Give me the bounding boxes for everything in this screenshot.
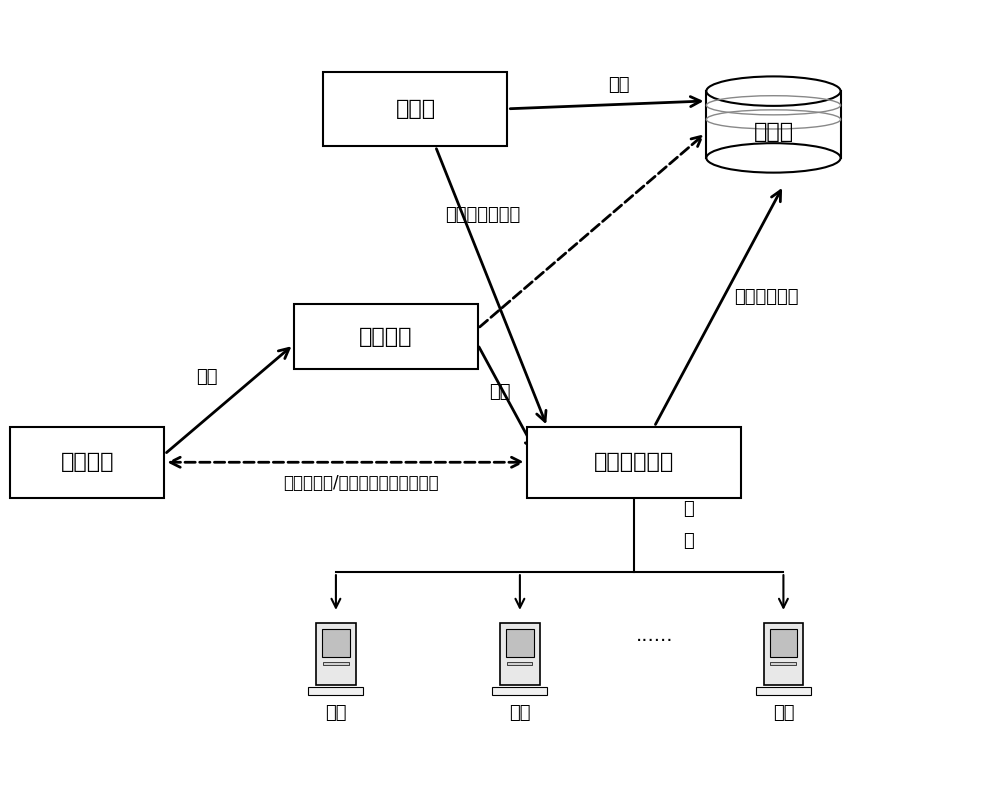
- Text: ......: ......: [635, 626, 673, 645]
- Text: 控制台: 控制台: [395, 99, 436, 119]
- Bar: [770, 629, 797, 657]
- Bar: [322, 629, 350, 657]
- Text: 消息队列: 消息队列: [359, 327, 412, 346]
- Bar: [706, 91, 841, 158]
- Bar: [323, 661, 349, 665]
- Text: 查询、管理任务: 查询、管理任务: [445, 206, 521, 224]
- Bar: [764, 623, 803, 685]
- Bar: [500, 623, 540, 685]
- Bar: [308, 687, 363, 695]
- Bar: [756, 687, 811, 695]
- Bar: [294, 305, 478, 369]
- Text: 数据库: 数据库: [753, 123, 794, 142]
- Text: 查询: 查询: [609, 76, 630, 94]
- Bar: [323, 71, 507, 146]
- Bar: [10, 427, 164, 498]
- Text: 任务: 任务: [489, 383, 511, 400]
- Bar: [527, 427, 741, 498]
- Bar: [507, 661, 532, 665]
- Bar: [316, 623, 356, 685]
- Text: 调度引擎: 调度引擎: [61, 452, 114, 472]
- Ellipse shape: [706, 77, 841, 106]
- Text: 任务相关信息: 任务相关信息: [734, 288, 798, 306]
- Bar: [492, 687, 547, 695]
- Text: 任务: 任务: [196, 369, 217, 387]
- Bar: [770, 661, 796, 665]
- Text: 主机: 主机: [773, 704, 794, 722]
- Ellipse shape: [706, 143, 841, 172]
- Text: 创建、恢复/暂停、修改及删除任务: 创建、恢复/暂停、修改及删除任务: [283, 475, 439, 493]
- Text: 任: 任: [684, 501, 694, 518]
- Text: 主机: 主机: [325, 704, 347, 722]
- Bar: [506, 629, 534, 657]
- Text: 负载均衡设备: 负载均衡设备: [594, 452, 674, 472]
- Text: 主机: 主机: [509, 704, 531, 722]
- Text: 务: 务: [684, 532, 694, 550]
